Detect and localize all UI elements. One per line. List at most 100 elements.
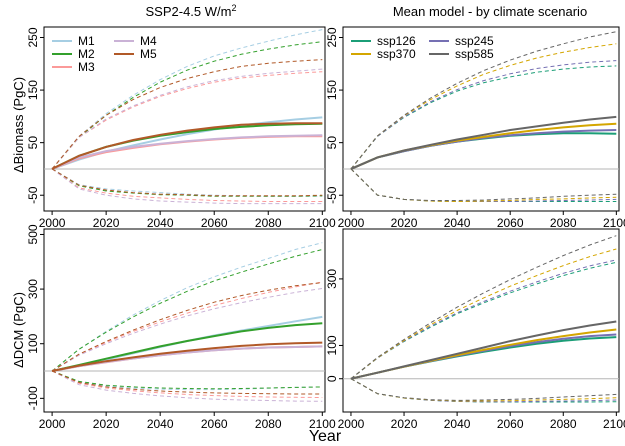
- x-tick-label: 2000: [338, 417, 365, 431]
- series-M2-upper: [51, 249, 323, 372]
- panel-title-top-right: Mean model - by climate scenario: [393, 4, 587, 19]
- legend-label-M5: M5: [140, 47, 157, 61]
- x-axis-label: Year: [309, 428, 342, 445]
- y-tick-label: 250: [325, 27, 339, 47]
- series-ssp370-lower: [350, 168, 617, 203]
- y-axis-label-biomass: ΔBiomass (PgC): [11, 77, 26, 173]
- y-tick-label: 500: [26, 224, 40, 244]
- x-tick-label: 2040: [444, 216, 471, 230]
- series-M3-upper: [51, 71, 323, 170]
- series-ssp585-mean: [350, 320, 617, 380]
- series-M5-mean: [51, 341, 323, 372]
- x-tick-label: 2060: [497, 417, 524, 431]
- y-tick-label: 250: [26, 27, 40, 47]
- series-M5-upper: [51, 282, 323, 372]
- series-ssp245-upper: [350, 60, 617, 170]
- series-ssp370-upper: [350, 248, 617, 380]
- y-tick-label: -100: [26, 386, 40, 410]
- series-ssp245-mean: [350, 129, 617, 170]
- panel-title-top-left: SSP2-4.5 W/m2: [146, 3, 237, 19]
- plot-frame: [43, 228, 326, 413]
- series-M1-lower: [51, 370, 323, 391]
- series-ssp245-mean: [350, 333, 617, 380]
- x-tick-label: 2020: [93, 216, 120, 230]
- series-ssp245-lower: [350, 378, 617, 403]
- panel-top-right: 2000 2020 2040 2060 2080 2100 -50 50 150 250 ssp12…: [325, 26, 625, 230]
- x-tick-label: 2040: [444, 417, 471, 431]
- series-ssp585-lower: [350, 378, 617, 401]
- series-M4-upper: [51, 288, 323, 372]
- series-M3-upper: [51, 281, 323, 372]
- y-tick-label: 150: [325, 80, 339, 100]
- series-ssp370-upper: [350, 43, 617, 170]
- series-ssp585-upper: [350, 235, 617, 380]
- panel-bottom-right: 2000 2020 2040 2060 2080 2100 0 100 300: [325, 228, 625, 431]
- x-tick-label: 2020: [391, 216, 418, 230]
- legend-label-M4: M4: [140, 34, 157, 48]
- y-tick-label: 150: [26, 80, 40, 100]
- series-M5-mean: [51, 122, 323, 170]
- y-tick-label: 300: [26, 279, 40, 299]
- series-M5-upper: [51, 59, 323, 170]
- series-M1-upper: [51, 29, 323, 170]
- series-M5-lower: [51, 370, 323, 395]
- y-tick-label: 300: [325, 269, 339, 289]
- series-ssp245-upper: [350, 259, 617, 380]
- series-ssp126-lower: [350, 168, 617, 202]
- x-tick-label: 2040: [147, 216, 174, 230]
- x-tick-label: 2100: [603, 216, 625, 230]
- series-M4-mean: [51, 134, 323, 170]
- panel-bottom-left: 2000 2020 2040 2060 2080 2100 -100 100 300 500: [26, 224, 336, 431]
- x-tick-label: 2100: [309, 417, 336, 431]
- x-tick-label: 2100: [309, 216, 336, 230]
- series-M2-mean: [51, 322, 323, 372]
- series-M4-lower: [51, 168, 323, 205]
- x-tick-label: 2080: [255, 417, 282, 431]
- x-tick-label: 2020: [93, 417, 120, 431]
- y-tick-label: 100: [325, 335, 339, 355]
- series-ssp585-upper: [350, 31, 617, 170]
- plot-frame: [342, 26, 620, 212]
- x-tick-label: 2080: [550, 216, 577, 230]
- series-M2-lower: [51, 168, 323, 197]
- x-tick-label: 2080: [550, 417, 577, 431]
- legend-label-ssp245: ssp245: [455, 34, 494, 48]
- legend-label-M2: M2: [78, 47, 95, 61]
- y-tick-label: 50: [325, 136, 339, 150]
- series-M1-lower: [51, 168, 323, 197]
- legend-label-ssp126: ssp126: [377, 34, 416, 48]
- series-M2-lower: [51, 370, 323, 390]
- x-tick-label: 2020: [391, 417, 418, 431]
- y-axis-label-dcm: ΔDCM (PgC): [11, 292, 26, 368]
- plot-frame: [43, 26, 326, 212]
- legend-label-ssp585: ssp585: [455, 47, 494, 61]
- series-M4-upper: [51, 68, 323, 170]
- legend-label-M1: M1: [78, 34, 95, 48]
- x-tick-label: 2060: [201, 216, 228, 230]
- legend-top-right: ssp126 ssp245 ssp370 ssp585: [351, 34, 494, 61]
- series-M3-lower: [51, 168, 323, 202]
- series-M5-lower: [51, 168, 323, 197]
- plot-frame: [342, 228, 620, 413]
- legend-label-M3: M3: [78, 60, 95, 74]
- x-tick-label: 2000: [39, 417, 66, 431]
- series-ssp126-lower: [350, 378, 617, 403]
- y-tick-label: 50: [26, 136, 40, 150]
- series-ssp126-upper: [350, 261, 617, 380]
- legend-label-ssp370: ssp370: [377, 47, 416, 61]
- x-tick-label: 2040: [147, 417, 174, 431]
- x-tick-label: 2100: [603, 417, 625, 431]
- y-tick-label: 100: [26, 333, 40, 353]
- y-tick-label: 0: [325, 375, 339, 382]
- x-tick-label: 2060: [497, 216, 524, 230]
- y-tick-label: -50: [26, 186, 40, 204]
- y-tick-label: -50: [325, 186, 339, 204]
- series-ssp585-mean: [350, 115, 617, 170]
- x-tick-label: 2000: [338, 216, 365, 230]
- series-ssp585-lower: [350, 168, 617, 201]
- series-ssp126-mean: [350, 336, 617, 380]
- x-tick-label: 2060: [201, 417, 228, 431]
